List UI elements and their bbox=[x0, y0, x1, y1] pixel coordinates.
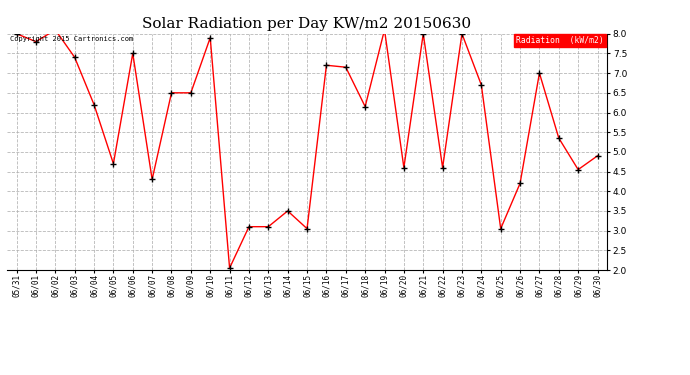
Point bbox=[127, 51, 138, 57]
Point bbox=[108, 160, 119, 166]
Text: Copyright 2015 Cartronics.com: Copyright 2015 Cartronics.com bbox=[10, 36, 133, 42]
Point bbox=[495, 226, 506, 232]
Point bbox=[224, 265, 235, 271]
Point bbox=[437, 165, 448, 171]
Point bbox=[88, 102, 99, 108]
Point bbox=[146, 177, 157, 183]
Point bbox=[359, 104, 371, 110]
Point bbox=[263, 224, 274, 230]
Point bbox=[186, 90, 197, 96]
Point bbox=[321, 62, 332, 68]
Point bbox=[398, 165, 409, 171]
Point bbox=[417, 31, 428, 37]
Point bbox=[166, 90, 177, 96]
Point bbox=[592, 153, 603, 159]
Point bbox=[69, 54, 80, 60]
Point bbox=[244, 224, 255, 230]
Point bbox=[282, 208, 293, 214]
Point bbox=[553, 135, 564, 141]
Point bbox=[457, 31, 468, 37]
Point bbox=[30, 39, 41, 45]
Point bbox=[515, 180, 526, 186]
Point bbox=[476, 82, 487, 88]
Title: Solar Radiation per Day KW/m2 20150630: Solar Radiation per Day KW/m2 20150630 bbox=[143, 17, 471, 31]
Point bbox=[50, 27, 61, 33]
Point bbox=[205, 35, 216, 41]
Point bbox=[302, 226, 313, 232]
Point bbox=[379, 27, 390, 33]
Text: Radiation  (kW/m2): Radiation (kW/m2) bbox=[516, 36, 604, 45]
Point bbox=[11, 31, 22, 37]
Point bbox=[340, 64, 351, 70]
Point bbox=[573, 166, 584, 172]
Point bbox=[534, 70, 545, 76]
